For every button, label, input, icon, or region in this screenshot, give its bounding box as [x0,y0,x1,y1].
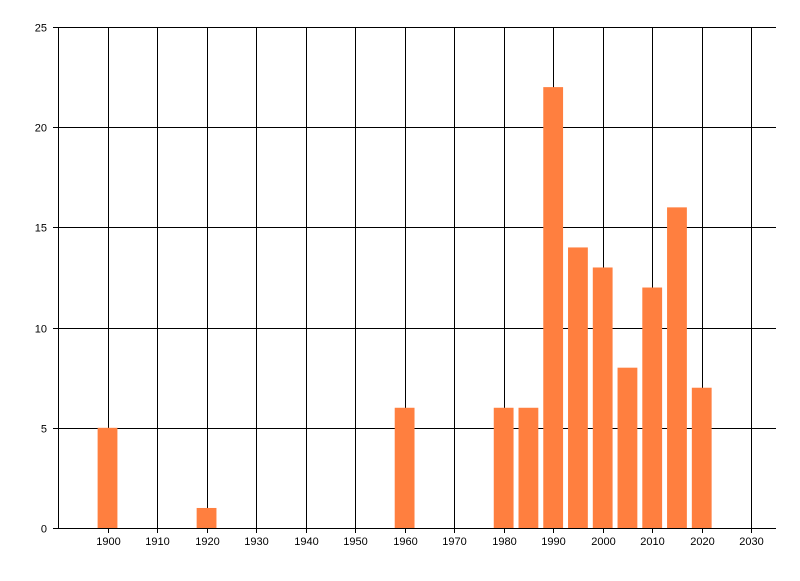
bar [543,87,564,529]
y-tick-label: 25 [35,23,47,35]
x-tick-label: 1930 [244,536,268,548]
y-tick-label: 15 [35,223,47,235]
bar [691,387,712,528]
x-tick-label: 1940 [294,536,318,548]
y-tick-label: 5 [41,424,47,436]
x-tick-label: 2010 [640,536,664,548]
tick-labels: 0 5 10 15 20 25 1900 1910 1920 1930 1940 1950 1960 19… [35,23,764,549]
x-tick-label: 1990 [541,536,565,548]
x-tick-label: 1950 [343,536,367,548]
bar [667,207,687,529]
x-tick-label: 2000 [591,536,615,548]
bar [394,407,415,528]
x-tick-label: 1970 [442,536,466,548]
y-tick-label: 10 [35,324,47,336]
axes [53,27,776,533]
x-tick-label: 1910 [145,536,169,548]
x-tick-label: 2020 [690,536,714,548]
x-tick-label: 1980 [492,536,516,548]
bar [518,407,539,528]
bar [617,367,638,528]
x-tick-label: 1900 [96,536,120,548]
x-tick-label: 1920 [195,536,219,548]
y-tick-label: 20 [35,123,47,135]
bar [97,427,118,528]
bars [97,87,712,529]
bar [196,507,217,528]
bar [642,287,663,528]
y-tick-label: 0 [41,524,47,536]
bar [493,407,514,528]
bar [568,247,588,528]
x-tick-label: 1960 [393,536,417,548]
bar [592,267,613,528]
x-tick-label: 2030 [739,536,763,548]
